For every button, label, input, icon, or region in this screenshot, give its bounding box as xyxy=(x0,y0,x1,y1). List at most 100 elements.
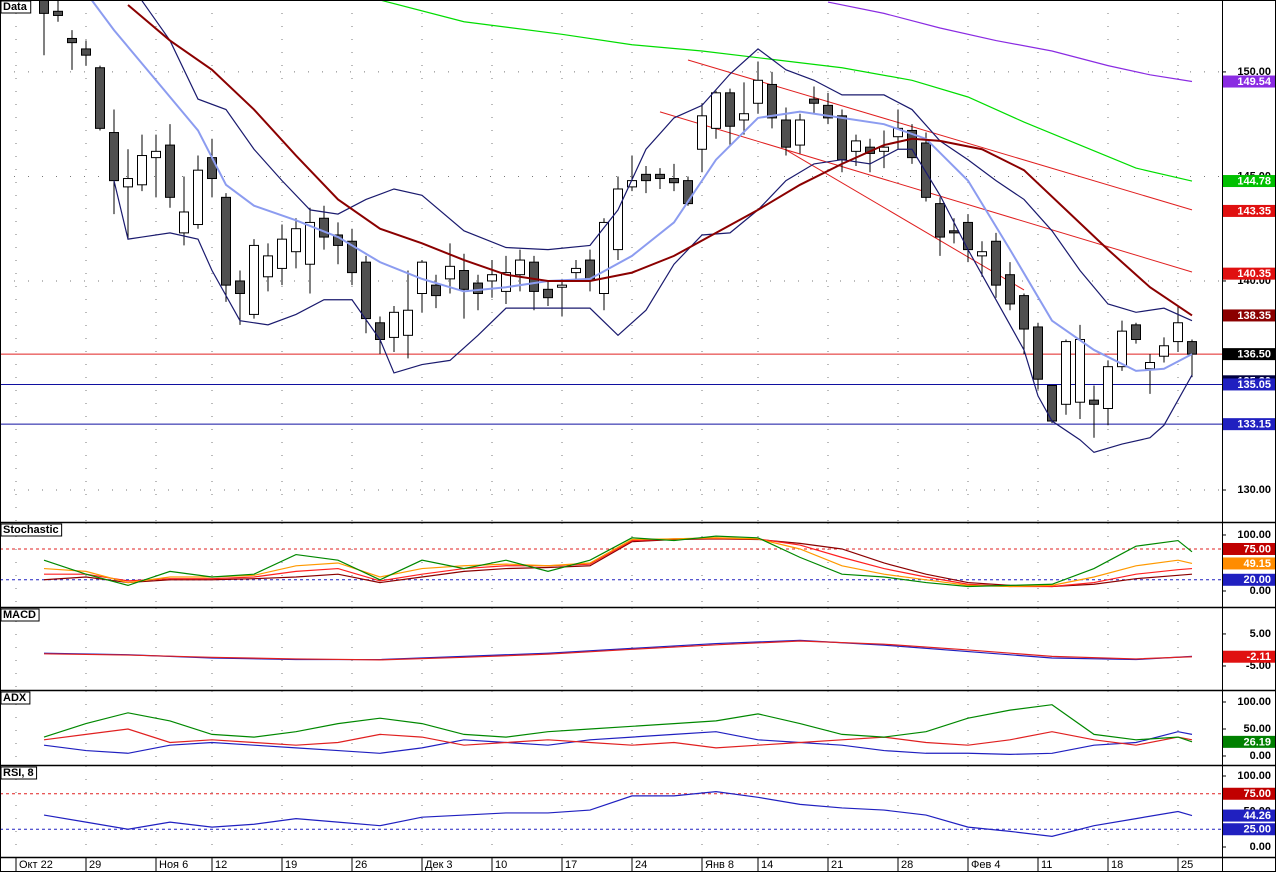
candle-body xyxy=(221,196,231,286)
x-tick-label: 21 xyxy=(831,859,843,871)
value-tag xyxy=(1223,735,1275,748)
candle-body xyxy=(1061,341,1071,405)
value-tag xyxy=(1223,204,1275,217)
candle-body xyxy=(151,150,161,159)
candle-body xyxy=(291,228,301,253)
y-tick-label: 50.00 xyxy=(1243,723,1271,735)
value-tag-label: 26.19 xyxy=(1243,736,1271,748)
value-tag xyxy=(1223,823,1275,836)
candle-body xyxy=(319,217,329,238)
candle-body xyxy=(655,173,665,180)
candle-body xyxy=(305,221,315,265)
y-tick-label: 100.00 xyxy=(1237,696,1271,708)
candle-body xyxy=(1187,341,1197,355)
series-line xyxy=(141,0,1193,322)
trend-line xyxy=(785,149,1025,291)
candle-body xyxy=(641,173,651,182)
value-tag xyxy=(1223,573,1275,586)
value-tag xyxy=(1223,650,1275,663)
candle-body xyxy=(109,132,119,182)
value-tag xyxy=(1223,542,1275,555)
candle-body xyxy=(669,178,679,184)
y-tick-label: 0.00 xyxy=(1250,585,1271,597)
y-tick-label: 100.00 xyxy=(1237,770,1271,782)
candle-body xyxy=(767,83,777,119)
panel-title: RSI, 8 xyxy=(3,767,34,779)
candle-body xyxy=(1173,322,1183,343)
candle-body xyxy=(459,270,469,290)
candle-body xyxy=(39,0,49,14)
candle-body xyxy=(711,92,721,129)
candle-body xyxy=(921,142,931,198)
x-tick-label: 17 xyxy=(565,859,577,871)
candle-body xyxy=(277,238,287,269)
x-tick-label: Янв 8 xyxy=(705,859,734,871)
value-tag-label: 49.15 xyxy=(1243,558,1271,570)
candle-body xyxy=(795,119,805,146)
candle-body xyxy=(53,10,63,16)
x-tick-label: 18 xyxy=(1111,859,1123,871)
candle-body xyxy=(347,240,357,274)
x-tick-label: 29 xyxy=(89,859,101,871)
x-tick-label: 25 xyxy=(1181,859,1193,871)
panel xyxy=(0,0,1222,522)
value-tag xyxy=(1223,309,1275,322)
series-line xyxy=(43,537,1193,588)
candle-body xyxy=(949,230,959,234)
candle-body xyxy=(781,119,791,148)
value-tag-label: 133.15 xyxy=(1237,419,1271,431)
candle-body xyxy=(375,322,385,340)
candle-body xyxy=(1145,361,1155,370)
candle-body xyxy=(837,115,847,161)
candle-body xyxy=(1033,326,1043,380)
candle-body xyxy=(809,98,819,104)
value-tag-label: 25.00 xyxy=(1243,824,1271,836)
value-tag-label: 135.05 xyxy=(1237,379,1271,391)
y-tick-label: 0.00 xyxy=(1250,750,1271,762)
value-tag xyxy=(1223,75,1275,88)
y-tick-label: 100.00 xyxy=(1237,529,1271,541)
x-tick-label: Фев 4 xyxy=(971,859,1001,871)
candle-body xyxy=(1103,366,1113,409)
panel-title: MACD xyxy=(3,609,36,621)
panel xyxy=(15,608,1193,690)
series-line xyxy=(113,148,1193,454)
series-line xyxy=(379,0,1193,182)
series-line xyxy=(43,535,1193,588)
value-tag-label: 75.00 xyxy=(1243,543,1271,555)
candle-body xyxy=(235,280,245,295)
candle-body xyxy=(697,115,707,150)
candle-body xyxy=(851,140,861,152)
value-tag-label: 144.78 xyxy=(1237,175,1271,187)
x-tick-label: 10 xyxy=(495,859,507,871)
candle-body xyxy=(613,188,623,251)
series-line xyxy=(127,4,1193,317)
candle-body xyxy=(683,180,693,205)
candle-body xyxy=(529,261,539,292)
candle-body xyxy=(389,311,399,338)
candle-body xyxy=(445,265,455,280)
y-tick-label: 150.00 xyxy=(1237,66,1271,78)
x-tick-label: 19 xyxy=(285,859,297,871)
value-tag xyxy=(1223,787,1275,800)
candle-body xyxy=(137,155,147,186)
value-tag-label: 20.00 xyxy=(1243,574,1271,586)
value-tag xyxy=(1223,267,1275,280)
candle-body xyxy=(753,79,763,104)
candle-body xyxy=(1159,345,1169,357)
panel-title: Data xyxy=(3,1,28,13)
candle-body xyxy=(599,221,609,295)
candle-body xyxy=(977,251,987,257)
candle-body xyxy=(571,267,581,274)
value-tag xyxy=(1223,348,1275,361)
candle-body xyxy=(165,144,175,198)
value-tag xyxy=(1223,378,1275,391)
series-line xyxy=(43,728,1193,749)
x-tick-label: 28 xyxy=(901,859,913,871)
x-tick-label: Дек 3 xyxy=(425,859,453,871)
value-tag xyxy=(1223,809,1275,822)
y-tick-label: 5.00 xyxy=(1250,628,1271,640)
candle-body xyxy=(361,261,371,320)
series-line xyxy=(827,1,1193,83)
